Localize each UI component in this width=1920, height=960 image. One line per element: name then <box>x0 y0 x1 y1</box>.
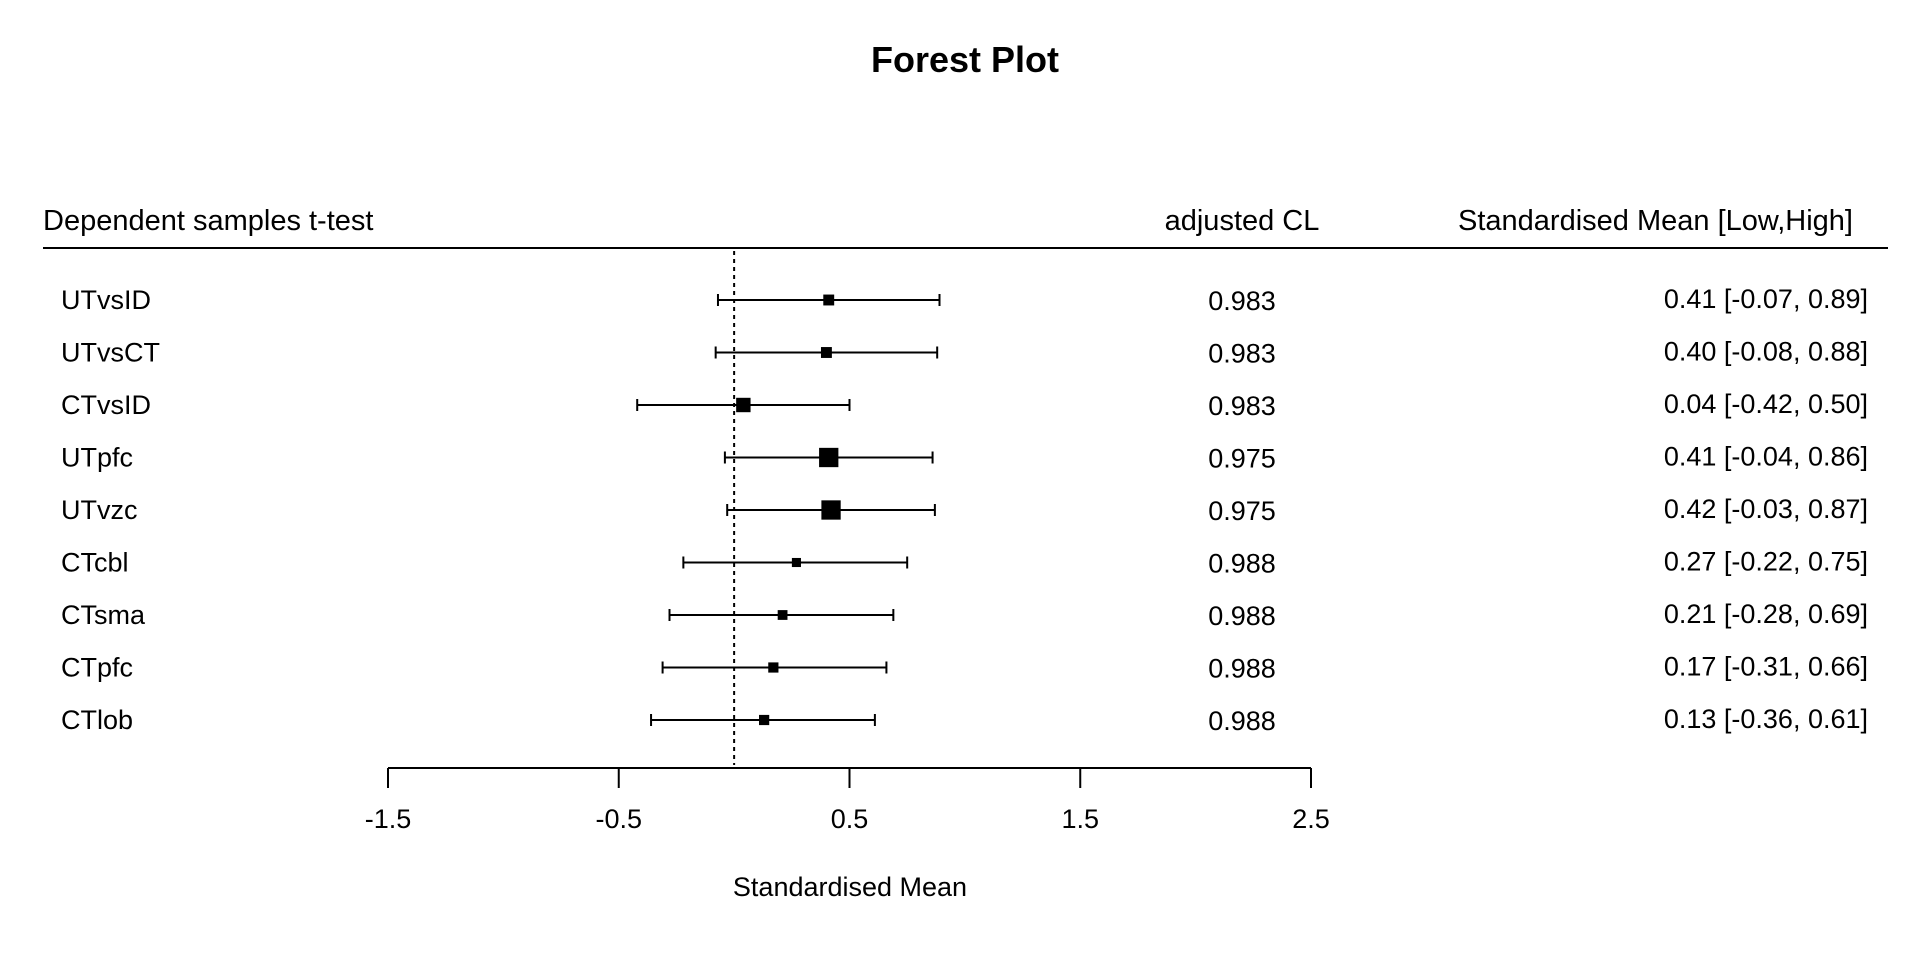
estimate-value: 0.17 [-0.31, 0.66] <box>1664 652 1868 682</box>
row-label: UTvzc <box>61 495 138 525</box>
x-axis: -1.5 -0.5 0.5 1.5 2.5 <box>365 767 1330 834</box>
column-header-adjusted-cl: adjusted CL <box>1165 205 1320 237</box>
column-header-estimate: Standardised Mean [Low,High] <box>1458 205 1853 237</box>
point-estimate-marker <box>777 610 788 620</box>
row-label: UTpfc <box>61 443 133 473</box>
adjusted-cl-value: 0.983 <box>1208 391 1276 421</box>
table-row: CTvsID 0.983 0.04 [-0.42, 0.50] <box>61 389 1868 421</box>
point-estimate-marker <box>823 294 835 306</box>
estimate-value: 0.27 [-0.22, 0.75] <box>1664 547 1868 577</box>
row-label: CTpfc <box>61 653 133 683</box>
x-tick-label: 2.5 <box>1292 804 1330 834</box>
estimate-value: 0.04 [-0.42, 0.50] <box>1664 389 1868 419</box>
point-estimate-marker <box>820 347 832 358</box>
table-row: CTcbl 0.988 0.27 [-0.22, 0.75] <box>61 547 1868 579</box>
adjusted-cl-value: 0.983 <box>1208 286 1276 316</box>
adjusted-cl-value: 0.988 <box>1208 654 1276 684</box>
x-tick-label: 1.5 <box>1061 804 1099 834</box>
point-estimate-marker <box>821 500 841 520</box>
row-label: CTsma <box>61 600 146 630</box>
x-tick-label: 0.5 <box>831 804 869 834</box>
table-row: CTpfc 0.988 0.17 [-0.31, 0.66] <box>61 652 1868 684</box>
adjusted-cl-value: 0.988 <box>1208 601 1276 631</box>
row-label: UTvsCT <box>61 338 160 368</box>
estimate-value: 0.21 [-0.28, 0.69] <box>1664 599 1868 629</box>
estimate-value: 0.42 [-0.03, 0.87] <box>1664 494 1868 524</box>
table-row: UTpfc 0.975 0.41 [-0.04, 0.86] <box>61 442 1868 474</box>
row-label: CTcbl <box>61 548 129 578</box>
estimate-value: 0.40 [-0.08, 0.88] <box>1664 337 1868 367</box>
point-estimate-marker <box>759 714 770 726</box>
point-estimate-marker <box>736 397 751 413</box>
adjusted-cl-value: 0.975 <box>1208 444 1276 474</box>
table-row: CTlob 0.988 0.13 [-0.36, 0.61] <box>61 704 1868 736</box>
x-tick-label: -1.5 <box>365 804 412 834</box>
table-row: CTsma 0.988 0.21 [-0.28, 0.69] <box>61 599 1868 631</box>
rows-layer: UTvsID 0.983 0.41 [-0.07, 0.89] UTvsCT 0.983… <box>61 251 1868 765</box>
point-estimate-marker <box>819 447 839 468</box>
adjusted-cl-value: 0.975 <box>1208 496 1276 526</box>
x-tick-label: -0.5 <box>595 804 642 834</box>
adjusted-cl-value: 0.988 <box>1208 706 1276 736</box>
table-row: UTvsCT 0.983 0.40 [-0.08, 0.88] <box>61 337 1868 369</box>
adjusted-cl-value: 0.983 <box>1208 339 1276 369</box>
estimate-value: 0.41 [-0.07, 0.89] <box>1664 284 1868 314</box>
estimate-value: 0.41 [-0.04, 0.86] <box>1664 442 1868 472</box>
row-label: CTvsID <box>61 390 151 420</box>
estimate-value: 0.13 [-0.36, 0.61] <box>1664 704 1868 734</box>
row-label: CTlob <box>61 705 133 735</box>
table-row: UTvsID 0.983 0.41 [-0.07, 0.89] <box>61 284 1868 316</box>
x-axis-label: Standardised Mean <box>733 872 967 902</box>
point-estimate-marker <box>768 662 779 673</box>
adjusted-cl-value: 0.988 <box>1208 549 1276 579</box>
row-label: UTvsID <box>61 285 151 315</box>
point-estimate-marker <box>791 557 801 568</box>
column-header-study: Dependent samples t-test <box>43 205 373 237</box>
chart-title: Forest Plot <box>871 39 1059 80</box>
table-row: UTvzc 0.975 0.42 [-0.03, 0.87] <box>61 494 1868 526</box>
